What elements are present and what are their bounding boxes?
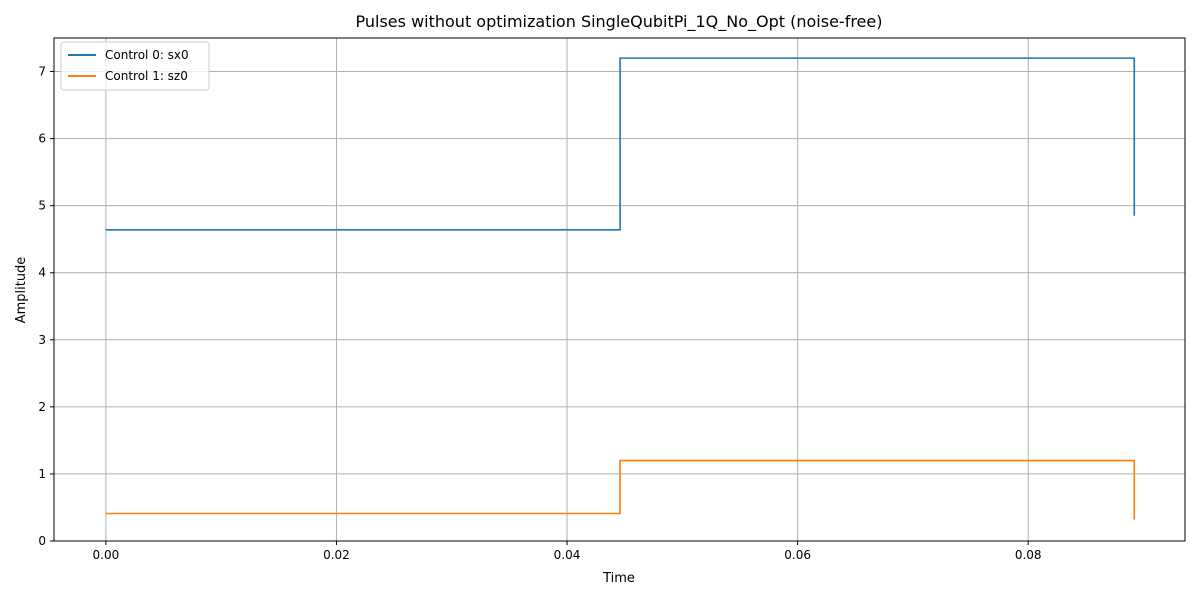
y-tick-label: 6 — [38, 132, 46, 146]
y-tick-label: 3 — [38, 333, 46, 347]
series-line-sz0 — [105, 459, 1136, 520]
legend-box — [60, 41, 210, 91]
axes-frame — [53, 37, 1186, 542]
legend: Control 0: sx0 Control 1: sz0 — [60, 41, 210, 91]
y-tick-label: 4 — [38, 266, 46, 280]
series-line-sx0 — [105, 57, 1136, 231]
series-layer — [105, 57, 1136, 520]
x-tick-label: 0.04 — [554, 548, 581, 562]
legend-label-sx0: Control 0: sx0 — [105, 48, 189, 62]
legend-label-sz0: Control 1: sz0 — [105, 69, 188, 83]
ticks: 0.00 0.02 0.04 0.06 0.08 0 1 2 3 4 5 6 7 — [38, 65, 1041, 562]
chart-title: Pulses without optimization SingleQubitP… — [356, 12, 883, 32]
y-tick-label: 2 — [38, 400, 46, 414]
x-axis-label: Time — [602, 571, 635, 586]
x-tick-label: 0.08 — [1015, 548, 1042, 562]
y-tick-label: 1 — [38, 467, 46, 481]
y-tick-label: 0 — [38, 534, 46, 548]
y-tick-label: 5 — [38, 199, 46, 213]
x-tick-label: 0.06 — [784, 548, 811, 562]
y-axis-label: Amplitude — [14, 257, 29, 324]
x-tick-label: 0.02 — [323, 548, 350, 562]
x-tick-label: 0.00 — [93, 548, 120, 562]
y-tick-label: 7 — [38, 65, 46, 79]
axes — [53, 37, 1186, 542]
